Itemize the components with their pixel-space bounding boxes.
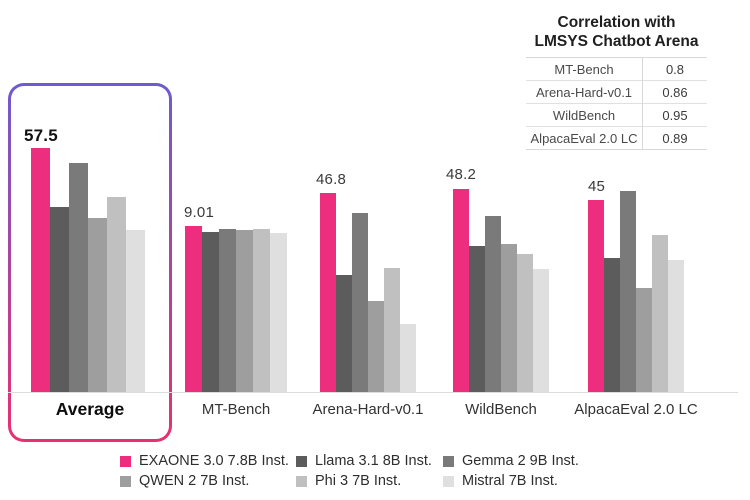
bar-arena-hard-v0-1-mistral-7b-inst <box>400 324 416 392</box>
bar-wildbench-mistral-7b-inst <box>533 269 549 392</box>
bar-average-qwen-2-7b-inst <box>88 218 107 392</box>
bar-average-phi-3-7b-inst <box>107 197 126 392</box>
value-label-arena-hard-v0-1: 46.8 <box>316 171 346 188</box>
legend-swatch-icon <box>120 475 131 487</box>
bar-alpacaeval-2-0-lc-exaone-3-0-7-8b-inst <box>588 200 604 392</box>
table-row-alpacaeval-2-0-lc: AlpacaEval 2.0 LC 0.89 <box>526 126 707 150</box>
bar-mt-bench-mistral-7b-inst <box>270 233 287 392</box>
legend-item-exaone-3-0-7-8b-inst: EXAONE 3.0 7.8B Inst. <box>120 452 289 470</box>
table-row-wildbench: WildBench 0.95 <box>526 103 707 127</box>
correlation-table: Correlation with LMSYS Chatbot Arena MT-… <box>526 13 707 150</box>
table-row-mt-bench: MT-Bench 0.8 <box>526 57 707 81</box>
category-label-mt-bench: MT-Bench <box>201 401 271 418</box>
bar-mt-bench-exaone-3-0-7-8b-inst <box>185 226 202 392</box>
category-label-alpacaeval-2-0-lc: AlpacaEval 2.0 LC <box>574 401 698 418</box>
bar-alpacaeval-2-0-lc-phi-3-7b-inst <box>652 235 668 392</box>
row-label: Arena-Hard-v0.1 <box>526 80 643 104</box>
bar-wildbench-phi-3-7b-inst <box>517 254 533 392</box>
bar-wildbench-exaone-3-0-7-8b-inst <box>453 189 469 392</box>
legend-item-qwen-2-7b-inst: QWEN 2 7B Inst. <box>120 472 249 490</box>
value-label-mt-bench: 9.01 <box>184 204 214 221</box>
legend-label: Gemma 2 9B Inst. <box>462 453 579 469</box>
bar-arena-hard-v0-1-gemma-2-9b-inst <box>352 213 368 392</box>
bar-alpacaeval-2-0-lc-llama-3-1-8b-inst <box>604 258 620 392</box>
legend-label: QWEN 2 7B Inst. <box>139 473 250 489</box>
bar-arena-hard-v0-1-phi-3-7b-inst <box>384 268 400 392</box>
legend-swatch-icon <box>120 455 131 467</box>
legend-item-phi-3-7b-inst: Phi 3 7B Inst. <box>296 472 401 490</box>
value-label-average: 57.5 <box>24 126 58 145</box>
bar-mt-bench-qwen-2-7b-inst <box>236 230 253 392</box>
bar-wildbench-gemma-2-9b-inst <box>485 216 501 392</box>
legend-label: Llama 3.1 8B Inst. <box>315 453 432 469</box>
legend-label: EXAONE 3.0 7.8B Inst. <box>139 453 289 469</box>
legend-swatch-icon <box>443 455 454 467</box>
row-value: 0.89 <box>662 130 688 146</box>
bar-alpacaeval-2-0-lc-mistral-7b-inst <box>668 260 684 392</box>
bar-mt-bench-llama-3-1-8b-inst <box>202 232 219 392</box>
category-label-wildbench: WildBench <box>465 401 537 418</box>
legend-swatch-icon <box>296 455 307 467</box>
correlation-table-title-line2: LMSYS Chatbot Arena <box>534 33 699 50</box>
bar-arena-hard-v0-1-llama-3-1-8b-inst <box>336 275 352 392</box>
legend-swatch-icon <box>443 475 454 487</box>
legend-item-gemma-2-9b-inst: Gemma 2 9B Inst. <box>443 452 579 470</box>
bar-average-exaone-3-0-7-8b-inst <box>31 148 50 392</box>
row-value: 0.86 <box>662 84 688 100</box>
correlation-table-title: Correlation with LMSYS Chatbot Arena <box>526 13 707 51</box>
row-value: 0.8 <box>665 61 685 77</box>
value-label-wildbench: 48.2 <box>446 166 476 183</box>
correlation-table-grid: MT-Bench 0.8 Arena-Hard-v0.1 0.86 WildBench 0… <box>526 57 707 150</box>
bar-average-gemma-2-9b-inst <box>69 163 88 392</box>
x-axis-baseline <box>8 392 738 393</box>
legend-item-llama-3-1-8b-inst: Llama 3.1 8B Inst. <box>296 452 432 470</box>
bar-average-mistral-7b-inst <box>126 230 145 392</box>
correlation-table-title-line1: Correlation with <box>557 14 676 31</box>
legend-label: Mistral 7B Inst. <box>462 473 558 489</box>
row-label: WildBench <box>526 103 643 127</box>
bar-arena-hard-v0-1-exaone-3-0-7-8b-inst <box>320 193 336 392</box>
bar-wildbench-llama-3-1-8b-inst <box>469 246 485 392</box>
bar-arena-hard-v0-1-qwen-2-7b-inst <box>368 301 384 392</box>
category-label-arena-hard-v0-1: Arena-Hard-v0.1 <box>312 401 424 418</box>
bar-alpacaeval-2-0-lc-gemma-2-9b-inst <box>620 191 636 392</box>
legend-item-mistral-7b-inst: Mistral 7B Inst. <box>443 472 558 490</box>
row-label: AlpacaEval 2.0 LC <box>526 126 643 150</box>
bar-wildbench-qwen-2-7b-inst <box>501 244 517 392</box>
bar-mt-bench-gemma-2-9b-inst <box>219 229 236 392</box>
bar-average-llama-3-1-8b-inst <box>50 207 69 392</box>
value-label-alpacaeval-2-0-lc: 45 <box>588 178 606 195</box>
table-row-arena-hard-v0-1: Arena-Hard-v0.1 0.86 <box>526 80 707 104</box>
row-value: 0.95 <box>662 107 688 123</box>
legend-swatch-icon <box>296 475 307 487</box>
bar-alpacaeval-2-0-lc-qwen-2-7b-inst <box>636 288 652 392</box>
row-label: MT-Bench <box>526 57 643 81</box>
legend-label: Phi 3 7B Inst. <box>315 473 402 489</box>
bar-mt-bench-phi-3-7b-inst <box>253 229 270 392</box>
category-label-average: Average <box>55 399 125 419</box>
